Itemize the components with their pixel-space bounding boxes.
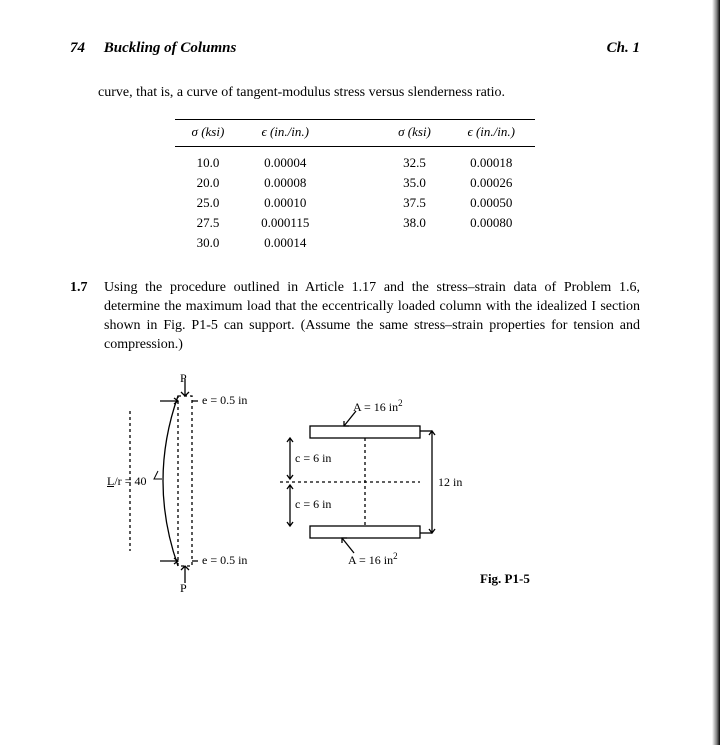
cell: 0.00050	[447, 193, 535, 213]
chapter-title: Buckling of Columns	[104, 40, 237, 56]
cell: 38.0	[382, 213, 448, 233]
table-row: 20.00.00008 35.00.00026	[175, 173, 535, 193]
label-A1: A = 16 in2	[353, 398, 403, 415]
col-sigma-1: σ (ksi)	[175, 120, 241, 147]
figure-caption: Fig. P1-5	[480, 571, 530, 587]
cell	[447, 233, 535, 253]
problem-block: 1.7 Using the procedure outlined in Arti…	[70, 279, 640, 355]
label-c1: c = 6 in	[295, 451, 331, 466]
figure-p1-5: P P e = 0.5 in e = 0.5 in L/r = 40 c = 6…	[120, 371, 540, 601]
cell	[330, 147, 382, 174]
cell: 27.5	[175, 213, 241, 233]
chapter-label: Ch. 1	[607, 40, 640, 57]
page-header: 74 Buckling of Columns Ch. 1	[70, 40, 640, 57]
label-P-bot: P	[180, 581, 187, 596]
label-P-top: P	[180, 371, 187, 386]
cell: 30.0	[175, 233, 241, 253]
problem-text: Using the procedure outlined in Article …	[104, 279, 640, 355]
cell	[330, 213, 382, 233]
figure-svg	[120, 371, 540, 601]
cell: 0.00080	[447, 213, 535, 233]
cell: 0.00010	[241, 193, 330, 213]
cell: 0.00008	[241, 173, 330, 193]
cell: 0.00004	[241, 147, 330, 174]
label-c2: c = 6 in	[295, 497, 331, 512]
cell	[382, 233, 448, 253]
col-eps-1: ϵ (in./in.)	[241, 120, 330, 147]
cell: 32.5	[382, 147, 448, 174]
cell: 37.5	[382, 193, 448, 213]
problem-number: 1.7	[70, 279, 104, 355]
cell: 0.00014	[241, 233, 330, 253]
col-spacer	[330, 120, 382, 147]
header-left: 74 Buckling of Columns	[70, 40, 236, 57]
table-row: 27.50.000115 38.00.00080	[175, 213, 535, 233]
page-number: 74	[70, 40, 85, 56]
data-table: σ (ksi) ϵ (in./in.) σ (ksi) ϵ (in./in.) …	[175, 119, 535, 253]
cell: 25.0	[175, 193, 241, 213]
cell	[330, 193, 382, 213]
table-row: 30.00.00014	[175, 233, 535, 253]
table-body: 10.00.0000432.50.0001820.00.0000835.00.0…	[175, 147, 535, 254]
cell	[330, 233, 382, 253]
table-row: 25.00.00010 37.50.00050	[175, 193, 535, 213]
intro-text: curve, that is, a curve of tangent-modul…	[98, 85, 640, 101]
table-row: 10.00.00004 32.50.00018	[175, 147, 535, 174]
cell: 0.000115	[241, 213, 330, 233]
col-sigma-2: σ (ksi)	[382, 120, 448, 147]
cell: 0.00026	[447, 173, 535, 193]
scan-edge	[712, 0, 720, 745]
label-e-bot: e = 0.5 in	[202, 553, 247, 568]
label-Lr: L/r = 40	[107, 474, 146, 489]
cell: 35.0	[382, 173, 448, 193]
label-A2: A = 16 in2	[348, 551, 398, 568]
page: 74 Buckling of Columns Ch. 1 curve, that…	[0, 0, 720, 745]
cell: 10.0	[175, 147, 241, 174]
label-h: 12 in	[438, 475, 462, 490]
cell	[330, 173, 382, 193]
col-eps-2: ϵ (in./in.)	[447, 120, 535, 147]
cell: 20.0	[175, 173, 241, 193]
label-e-top: e = 0.5 in	[202, 393, 247, 408]
stress-strain-table: σ (ksi) ϵ (in./in.) σ (ksi) ϵ (in./in.) …	[175, 119, 535, 253]
cell: 0.00018	[447, 147, 535, 174]
